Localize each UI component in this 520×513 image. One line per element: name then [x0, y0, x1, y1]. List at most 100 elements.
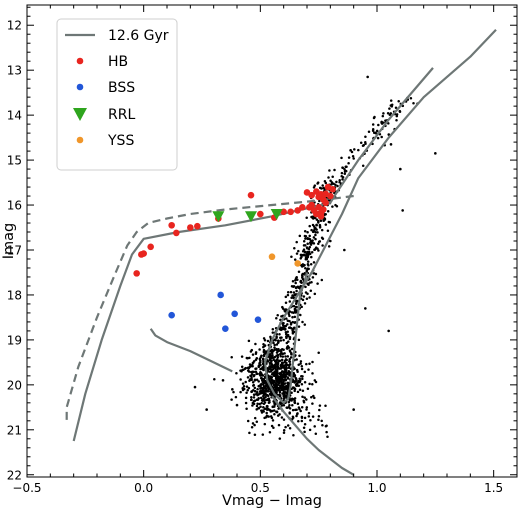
field-star [221, 379, 225, 382]
field-star [294, 278, 297, 282]
field-star [304, 254, 307, 257]
legend: 12.6 Gyr HB BSS RRL YSS [56, 18, 178, 171]
field-star [250, 426, 254, 429]
field-star [257, 384, 261, 388]
field-star [213, 377, 216, 381]
field-star [371, 123, 375, 126]
field-star [240, 365, 244, 369]
field-star [304, 237, 307, 240]
field-star [277, 423, 281, 427]
field-star [284, 324, 287, 328]
field-star [255, 378, 259, 382]
yss-point [294, 260, 301, 267]
field-star [279, 339, 283, 342]
field-star [273, 343, 276, 347]
field-star [251, 401, 255, 405]
field-star [259, 376, 263, 380]
field-star [281, 307, 285, 310]
field-star [248, 431, 251, 435]
field-star [258, 348, 261, 351]
field-star [286, 330, 289, 334]
field-star [338, 178, 341, 182]
field-star [276, 361, 280, 365]
field-star [300, 419, 304, 423]
field-star [376, 136, 380, 140]
y-tick-label: 15 [7, 154, 22, 168]
field-star [308, 428, 312, 432]
field-star [293, 258, 297, 261]
field-star [308, 224, 311, 228]
field-star [317, 240, 321, 244]
field-star [412, 102, 415, 105]
field-star [311, 360, 314, 364]
field-star [380, 120, 383, 124]
field-star [283, 396, 286, 400]
field-star [273, 348, 276, 352]
field-star [266, 415, 269, 418]
field-star [232, 390, 235, 394]
field-star [276, 367, 279, 370]
field-star [303, 263, 306, 267]
y-tick-label: 17 [7, 243, 22, 257]
field-star [317, 351, 320, 354]
field-star [251, 404, 254, 407]
field-star [273, 401, 276, 405]
field-star [246, 389, 249, 392]
field-star [310, 255, 313, 259]
field-star [312, 217, 315, 220]
y-tick-label: 20 [7, 378, 22, 392]
field-star [300, 374, 303, 378]
field-star [271, 331, 275, 334]
field-star [314, 272, 318, 276]
field-star [291, 320, 295, 324]
field-star [268, 375, 272, 378]
field-star [258, 361, 261, 365]
field-star [300, 364, 304, 368]
field-star [295, 408, 298, 411]
field-star [300, 383, 304, 386]
field-star [292, 291, 296, 294]
field-star [362, 143, 365, 147]
field-star [284, 355, 287, 358]
field-star [343, 167, 346, 171]
plot-clip-group [65, 28, 497, 476]
hb-point [168, 221, 175, 229]
field-star [295, 384, 298, 387]
field-star [284, 370, 287, 373]
field-star [271, 409, 274, 413]
field-star [284, 295, 288, 299]
field-star [268, 355, 272, 359]
field-star [245, 356, 249, 360]
field-star [258, 392, 262, 395]
legend-dot-swatch [76, 83, 84, 91]
field-star [308, 234, 311, 238]
x-tick-label: 1.0 [367, 481, 386, 495]
field-star [302, 399, 305, 403]
field-star [305, 362, 308, 366]
hb-point [140, 250, 147, 257]
legend-label: 12.6 Gyr [108, 28, 169, 44]
field-star [315, 223, 318, 227]
isochrone-line-1 [263, 28, 497, 404]
field-star [303, 396, 306, 399]
x-tick-label: 1.5 [484, 481, 503, 495]
field-star [297, 270, 301, 273]
field-star [280, 366, 283, 369]
field-star [308, 252, 312, 256]
field-star [375, 129, 379, 133]
field-star [290, 296, 293, 300]
field-star [256, 402, 259, 405]
field-star [294, 293, 297, 296]
bss-point [222, 325, 229, 332]
field-star [334, 203, 337, 207]
field-star [310, 250, 314, 254]
field-star [251, 380, 255, 384]
axes: −0.5 0.0 0.5 1.0 1.5 12 13 14 15 16 17 18 19 20 21 22 [7, 5, 517, 495]
legend-label: HB [108, 54, 128, 70]
field-star [270, 348, 274, 352]
field-star [291, 279, 295, 283]
hb-point [147, 243, 154, 251]
field-star [290, 284, 294, 288]
field-star [248, 363, 252, 366]
